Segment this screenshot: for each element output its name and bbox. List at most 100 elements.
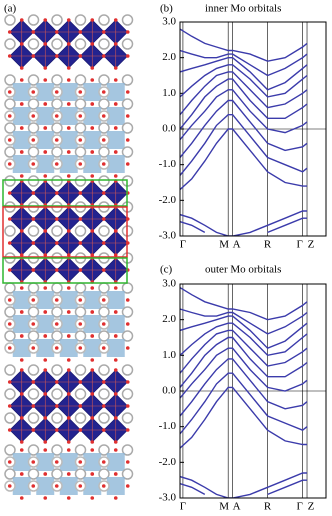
octahedron: [59, 83, 78, 101]
octahedron: [106, 155, 125, 173]
atom: [74, 175, 87, 187]
oxygen: [43, 174, 48, 178]
oxygen: [101, 217, 106, 221]
oxygen: [113, 392, 118, 396]
oxygen: [31, 217, 36, 221]
oxygen: [43, 440, 48, 444]
atom: [121, 306, 134, 318]
oxygen: [19, 78, 24, 82]
oxygen: [78, 241, 83, 245]
oxygen: [54, 298, 59, 302]
band-line: [180, 89, 308, 141]
atom: [4, 468, 16, 480]
atom: [27, 122, 40, 134]
atom: [4, 38, 16, 50]
oxygen: [113, 310, 118, 314]
oxygen: [113, 66, 118, 70]
atom: [74, 330, 87, 342]
oxygen: [90, 229, 95, 233]
atom: [51, 225, 63, 237]
oxygen: [7, 114, 12, 118]
oxygen: [43, 334, 48, 338]
oxygen: [19, 150, 24, 154]
oxygen: [101, 191, 106, 195]
atom: [98, 74, 110, 86]
oxygen: [101, 138, 106, 142]
oxygen: [66, 368, 71, 372]
oxygen: [78, 90, 83, 94]
x-tick-label: R: [264, 501, 272, 513]
oxygen: [7, 404, 12, 408]
atom: [27, 225, 40, 237]
octahedron: [12, 477, 31, 495]
oxygen: [43, 42, 48, 46]
oxygen: [66, 18, 71, 22]
oxygen: [78, 138, 83, 142]
oxygen: [125, 346, 130, 350]
atom: [74, 306, 87, 318]
atom: [4, 175, 16, 187]
oxygen: [7, 298, 12, 302]
atom: [51, 364, 63, 376]
oxygen: [66, 126, 71, 130]
octahedron: [12, 155, 31, 173]
oxygen: [101, 90, 106, 94]
oxygen: [7, 268, 12, 272]
atom: [4, 14, 16, 26]
oxygen: [101, 162, 106, 166]
band-line: [180, 57, 308, 91]
oxygen: [113, 150, 118, 154]
y-tick-label: 2.0: [162, 313, 176, 325]
octahedron: [106, 477, 125, 495]
oxygen: [125, 380, 130, 384]
oxygen: [43, 358, 48, 362]
oxygen: [101, 380, 106, 384]
oxygen: [113, 42, 118, 46]
atom: [4, 225, 16, 237]
oxygen: [19, 102, 24, 106]
octahedron: [83, 291, 102, 309]
atom: [51, 74, 63, 86]
octahedron: [59, 291, 78, 309]
oxygen: [43, 368, 48, 372]
oxygen: [7, 217, 12, 221]
atom: [51, 146, 63, 158]
octahedron: [106, 315, 125, 333]
octahedron: [59, 155, 78, 173]
oxygen: [90, 472, 95, 476]
oxygen: [54, 241, 59, 245]
atom: [51, 98, 63, 110]
oxygen: [78, 298, 83, 302]
atom: [98, 468, 110, 480]
oxygen: [54, 404, 59, 408]
atom: [98, 412, 110, 424]
y-tick-label: -1.0: [159, 158, 177, 170]
oxygen: [90, 448, 95, 452]
oxygen: [101, 30, 106, 34]
oxygen: [113, 78, 118, 82]
x-tick-label: A: [233, 239, 241, 251]
oxygen: [66, 358, 71, 362]
oxygen: [43, 150, 48, 154]
atom: [121, 388, 134, 400]
octahedron: [59, 477, 78, 495]
atom: [27, 330, 40, 342]
octahedron: [36, 107, 55, 125]
oxygen: [66, 496, 71, 500]
octahedron: [36, 315, 55, 333]
crystal-structure: [2, 14, 134, 500]
octahedron: [36, 155, 55, 173]
atom: [4, 330, 16, 342]
chart-title: inner Mo orbitals: [205, 3, 281, 15]
oxygen: [43, 496, 48, 500]
oxygen: [125, 298, 130, 302]
oxygen: [19, 440, 24, 444]
oxygen: [54, 322, 59, 326]
atom: [121, 74, 134, 86]
oxygen: [31, 30, 36, 34]
oxygen: [54, 484, 59, 488]
oxygen: [66, 472, 71, 476]
octahedron: [36, 339, 55, 357]
x-tick-label: M: [219, 239, 229, 251]
atom: [51, 330, 63, 342]
